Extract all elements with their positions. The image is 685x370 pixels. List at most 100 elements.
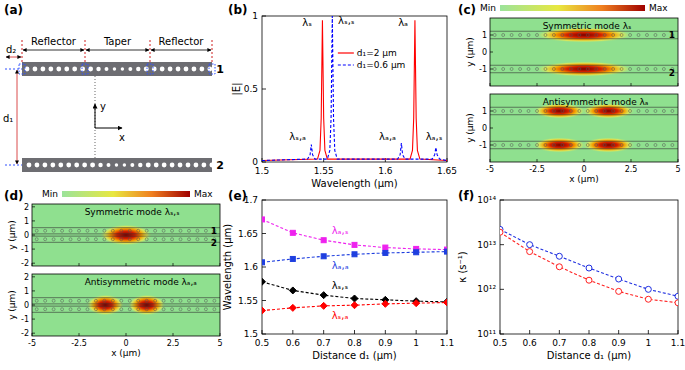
hole	[120, 229, 123, 232]
x-tick	[678, 83, 679, 86]
x-tick	[220, 333, 221, 336]
hole	[510, 68, 513, 71]
hole	[196, 308, 199, 311]
hole	[33, 67, 38, 72]
hole	[637, 144, 640, 147]
waveguide-edge	[32, 233, 220, 234]
field-lobe	[535, 61, 633, 76]
hole	[620, 110, 623, 113]
hole	[552, 144, 555, 147]
hole	[654, 34, 657, 37]
hole	[187, 308, 190, 311]
x-tick-label: 1.6	[378, 166, 393, 176]
y-tick-label: 0	[252, 157, 258, 167]
hole	[103, 308, 106, 311]
y-tick	[490, 128, 493, 129]
marker	[262, 217, 265, 222]
hole	[662, 110, 665, 113]
series-line	[500, 232, 678, 303]
hole	[620, 144, 623, 147]
hole	[200, 67, 205, 72]
plot-area	[262, 16, 447, 161]
x-tick	[529, 330, 530, 334]
x-tick	[559, 330, 560, 334]
hole	[86, 308, 89, 311]
hole	[186, 163, 191, 168]
waveguide-edge	[32, 236, 220, 237]
hole	[527, 144, 530, 147]
hole	[586, 110, 589, 113]
y-tick-label: 1	[482, 31, 487, 40]
y-axis-label: |E|	[231, 82, 243, 95]
x-tick	[79, 333, 80, 336]
hole	[493, 144, 496, 147]
hole	[61, 238, 64, 241]
hole	[578, 34, 581, 37]
x-tick	[32, 333, 33, 336]
marker	[382, 300, 389, 307]
hole	[502, 110, 505, 113]
hole	[502, 68, 505, 71]
x-tick-label: 0.5	[255, 338, 269, 348]
hole	[171, 308, 174, 311]
hole	[86, 238, 89, 241]
marker	[675, 300, 678, 306]
x-tick	[126, 333, 127, 336]
series-line	[262, 282, 447, 302]
hole	[519, 110, 522, 113]
y-tick	[32, 206, 35, 207]
dimension-arrow	[6, 57, 21, 58]
waveguide	[22, 158, 212, 172]
series-line	[262, 16, 447, 161]
hole	[612, 110, 615, 113]
x-tick	[354, 330, 355, 334]
waveguide-label: 2	[669, 68, 675, 78]
dimension-label: d₁	[3, 113, 13, 124]
hole	[145, 308, 148, 311]
hole	[35, 238, 38, 241]
field-lobe	[582, 137, 635, 152]
hole	[160, 67, 165, 72]
hole	[493, 34, 496, 37]
hole	[103, 299, 106, 302]
marker	[616, 288, 622, 294]
hole	[78, 299, 81, 302]
waveguide-label: 2	[216, 159, 224, 172]
hole	[544, 110, 547, 113]
waveguide-edge	[490, 141, 678, 142]
annotation: λₛ,ₐ	[289, 131, 306, 142]
y-axis-label: y (μm)	[465, 37, 475, 67]
hole	[194, 163, 199, 168]
y-tick-label: 10¹⁴	[477, 195, 496, 205]
marker	[351, 295, 358, 302]
y-tick	[32, 276, 35, 277]
hole	[176, 67, 181, 72]
x-tick-label: 1.65	[437, 166, 457, 176]
hole	[115, 163, 118, 166]
hole	[52, 238, 55, 241]
y-tick	[490, 111, 493, 112]
hole	[123, 163, 126, 166]
annotation: λₐ,ₐ	[379, 131, 396, 142]
section-label: Taper	[103, 36, 132, 47]
x-tick	[32, 263, 33, 266]
hole	[35, 308, 38, 311]
waveguide-label: 1	[669, 30, 675, 40]
field-map	[490, 94, 678, 162]
hole	[138, 163, 142, 167]
section-boundary	[85, 40, 86, 62]
hole	[146, 163, 151, 168]
marker	[556, 264, 562, 270]
x-tick-label: 0.8	[582, 338, 597, 348]
x-tick	[292, 330, 293, 334]
plot-frame	[262, 200, 447, 334]
hole	[52, 229, 55, 232]
hole	[120, 308, 123, 311]
x-tick-label: 0	[581, 165, 586, 174]
y-tick-label: 1	[482, 107, 487, 116]
x-tick	[385, 330, 386, 334]
x-tick-label: 1.1	[440, 338, 454, 348]
hole	[196, 229, 199, 232]
hole	[595, 110, 598, 113]
hole	[120, 238, 123, 241]
